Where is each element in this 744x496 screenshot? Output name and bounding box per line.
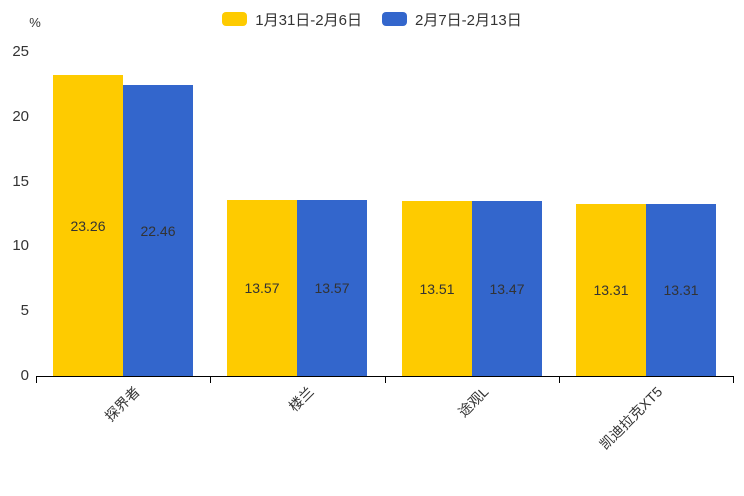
x-axis-tick (559, 377, 560, 383)
bar[interactable] (472, 201, 542, 376)
bar[interactable] (297, 200, 367, 376)
bar[interactable] (402, 201, 472, 376)
legend-swatch-icon (222, 12, 248, 26)
legend-item-label: 2月7日-2月13日 (415, 11, 522, 29)
bar[interactable] (123, 85, 193, 376)
bar-value-label: 13.57 (244, 280, 280, 296)
bar-value-label: 13.47 (489, 280, 525, 297)
y-axis-tick-label: 5 (20, 302, 29, 320)
chart-legend: 1月31日-2月6日 2月7日-2月13日 (0, 8, 744, 30)
bar[interactable] (227, 200, 297, 376)
x-axis-tick (385, 377, 386, 383)
x-axis-category-label: 凯迪拉克XT5 (596, 383, 666, 453)
x-axis-category-label: 探界者 (101, 383, 143, 425)
bar[interactable] (646, 204, 716, 376)
legend-swatch-icon (382, 12, 407, 26)
x-axis-tick (36, 377, 37, 383)
x-axis-tick (210, 377, 211, 383)
bar-value-label: 13.31 (663, 282, 699, 298)
bar[interactable] (576, 204, 646, 376)
bar[interactable] (53, 75, 123, 376)
legend-item[interactable]: 1月31日-2月6日 (222, 9, 362, 30)
bar-value-label: 23.26 (70, 217, 106, 234)
x-axis-line (36, 376, 734, 377)
y-axis-unit-label: % (29, 15, 41, 30)
x-axis-tick (733, 377, 734, 383)
legend-item[interactable]: 2月7日-2月13日 (382, 9, 522, 30)
y-axis-tick-label: 10 (12, 237, 29, 255)
x-axis-category-label: 途观L (454, 383, 492, 421)
legend-item-label: 1月31日-2月6日 (255, 11, 362, 29)
y-axis-tick-label: 20 (12, 107, 29, 125)
y-axis-tick-label: 25 (12, 43, 29, 60)
bar-value-label: 13.51 (419, 280, 455, 297)
x-axis-category-label: 楼兰 (285, 383, 318, 415)
bar-value-label: 13.31 (593, 282, 629, 298)
y-axis-tick-label: 15 (12, 172, 29, 190)
y-axis-tick-label: 0 (20, 367, 29, 384)
bar-value-label: 13.57 (314, 280, 350, 296)
bar-value-label: 22.46 (140, 222, 176, 239)
